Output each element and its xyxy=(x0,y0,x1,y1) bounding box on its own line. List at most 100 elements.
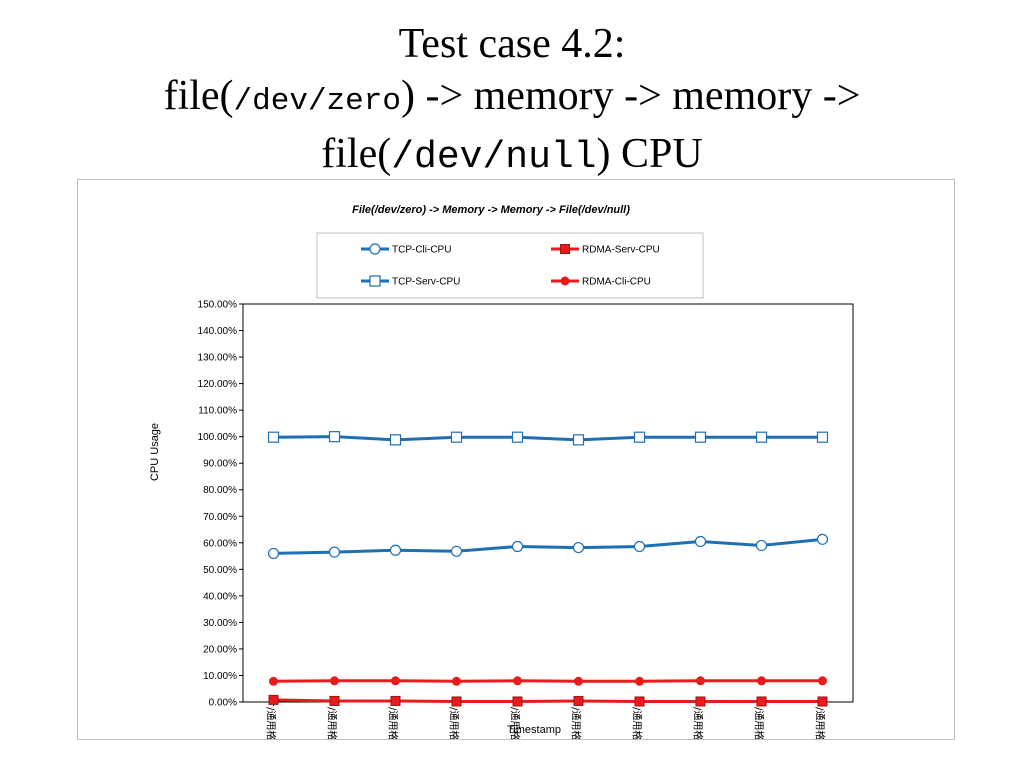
series-line xyxy=(273,435,823,442)
legend-label: TCP-Serv-CPU xyxy=(392,277,460,288)
slide-title-text: file( xyxy=(321,131,392,177)
chart-title: File(/dev/zero) -> Memory -> Memory -> F… xyxy=(352,204,630,216)
y-tick-label: 140.00% xyxy=(198,326,238,337)
line-chart: File(/dev/zero) -> Memory -> Memory -> F… xyxy=(149,204,854,739)
data-point xyxy=(268,694,279,705)
plot-area xyxy=(242,303,854,703)
data-point xyxy=(756,696,767,707)
data-point xyxy=(573,695,584,706)
y-tick-label: 80.00% xyxy=(203,485,237,496)
data-point xyxy=(755,539,768,552)
legend-item: TCP-Cli-CPU xyxy=(361,243,451,256)
y-tick-label: 50.00% xyxy=(203,565,237,576)
legend-swatch-marker xyxy=(560,276,570,286)
y-tick-label: 10.00% xyxy=(203,671,237,682)
data-point xyxy=(330,676,339,686)
x-tick-label: /通用格式 xyxy=(570,707,583,739)
slide-title-text: file( xyxy=(163,73,234,119)
x-tick-label: /通用格式 xyxy=(692,707,705,739)
data-point xyxy=(391,676,400,686)
data-point xyxy=(329,695,340,706)
data-point xyxy=(328,546,341,558)
y-tick-label: 0.00% xyxy=(209,698,237,709)
chart-frame: File(/dev/zero) -> Memory -> Memory -> F… xyxy=(77,179,955,740)
series-rdma-cli-cpu xyxy=(269,676,827,686)
data-point xyxy=(450,545,463,557)
data-point xyxy=(328,431,341,443)
data-point xyxy=(816,533,829,545)
y-tick-label: 130.00% xyxy=(198,353,238,364)
legend-item: RDMA-Cli-CPU xyxy=(551,276,651,288)
data-point xyxy=(269,676,278,686)
y-tick-label: 90.00% xyxy=(203,459,237,470)
slide-title-text: ) CPU xyxy=(596,131,703,177)
data-point xyxy=(696,676,705,686)
data-point xyxy=(572,434,585,446)
data-point xyxy=(511,540,524,553)
x-axis: /通用格式/通用格式/通用格式/通用格式/通用格式/通用格式/通用格式/通用格式… xyxy=(265,702,827,739)
y-tick-label: 70.00% xyxy=(203,512,237,523)
legend: TCP-Cli-CPU RDMA-Serv-CPU TCP-Serv-CPU RDMA… xyxy=(361,243,660,288)
data-point xyxy=(694,431,707,443)
y-tick-label: 30.00% xyxy=(203,618,237,629)
data-point xyxy=(633,540,646,553)
data-point xyxy=(512,696,523,707)
y-tick-label: 120.00% xyxy=(198,379,238,390)
legend-label: RDMA-Cli-CPU xyxy=(582,277,651,288)
y-tick-label: 20.00% xyxy=(203,644,237,655)
data-point xyxy=(635,676,644,686)
legend-label: TCP-Cli-CPU xyxy=(392,245,451,256)
series-line xyxy=(273,698,823,703)
data-point xyxy=(452,676,461,686)
x-tick-label: /通用格式 xyxy=(814,707,827,739)
series-line xyxy=(273,537,823,555)
data-point xyxy=(451,696,462,707)
x-tick-label: /通用格式 xyxy=(509,707,522,739)
legend-box xyxy=(316,232,704,299)
series-layer xyxy=(267,431,829,707)
data-point xyxy=(755,431,768,443)
data-point xyxy=(694,535,707,548)
slide-title-line-1: Test case 4.2: xyxy=(0,18,1024,70)
series-tcp-cli-cpu xyxy=(267,533,829,560)
data-point xyxy=(634,696,645,707)
data-point xyxy=(389,544,402,556)
y-tick-label: 100.00% xyxy=(198,432,238,443)
data-point xyxy=(633,431,646,443)
slide-title-path: /dev/null xyxy=(391,136,597,179)
data-point xyxy=(511,431,524,443)
slide-title: Test case 4.2: file(/dev/zero) -> memory… xyxy=(0,18,1024,184)
slide-title-line-2: file(/dev/zero) -> memory -> memory -> xyxy=(0,70,1024,128)
legend-item: RDMA-Serv-CPU xyxy=(551,244,660,256)
data-point xyxy=(816,431,829,443)
x-axis-title: Timestamp xyxy=(507,724,561,736)
data-point xyxy=(817,696,828,707)
y-tick-label: 60.00% xyxy=(203,538,237,549)
slide-title-line-3: file(/dev/null) CPU xyxy=(0,128,1024,184)
data-point xyxy=(574,676,583,686)
data-point xyxy=(572,541,585,554)
y-axis: 0.00% 10.00% 20.00% 30.00% 40.00% 50.00% 60.00… xyxy=(198,300,243,709)
x-tick-label: /通用格式 xyxy=(631,707,644,739)
data-point xyxy=(695,696,706,707)
y-tick-label: 110.00% xyxy=(198,406,237,417)
x-tick-label: /通用格式 xyxy=(448,707,461,739)
x-tick-label: /通用格式 xyxy=(265,707,278,739)
data-point xyxy=(267,431,280,443)
x-tick-label: /通用格式 xyxy=(387,707,400,739)
data-point xyxy=(450,431,463,443)
slide-title-text: Test case 4.2: xyxy=(398,21,626,67)
series-line xyxy=(273,679,823,683)
y-tick-label: 150.00% xyxy=(198,300,238,311)
x-tick-label: /通用格式 xyxy=(326,707,339,739)
data-point xyxy=(390,695,401,706)
data-point xyxy=(818,676,827,686)
legend-item: TCP-Serv-CPU xyxy=(361,275,460,288)
slide-title-text: ) -> memory -> memory -> xyxy=(400,73,861,119)
legend-swatch-marker xyxy=(369,275,381,287)
data-point xyxy=(757,676,766,686)
legend-swatch-marker xyxy=(369,243,381,255)
x-tick-label: /通用格式 xyxy=(753,707,766,739)
legend-label: RDMA-Serv-CPU xyxy=(582,245,660,256)
y-tick-label: 40.00% xyxy=(203,591,237,602)
